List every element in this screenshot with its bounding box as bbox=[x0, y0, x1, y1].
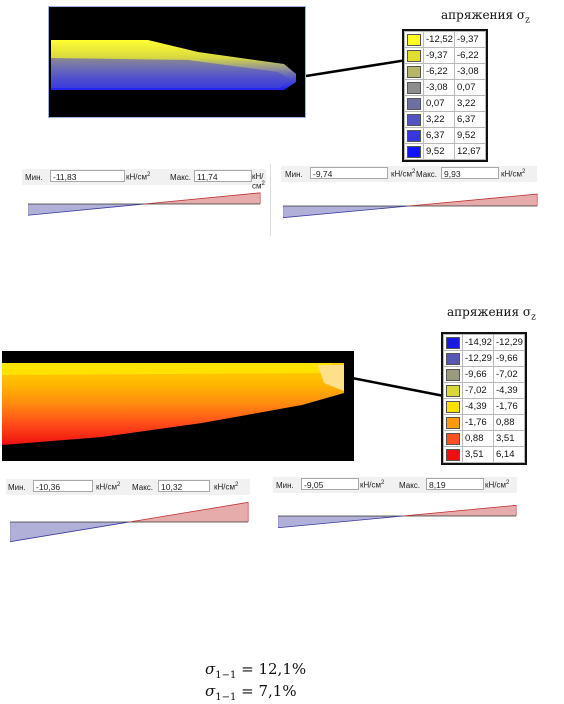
legend-row: 3,51 6,14 bbox=[443, 446, 525, 463]
color-swatch bbox=[407, 81, 421, 94]
legend-range-to: 12,67 bbox=[454, 143, 486, 160]
stress-field-image-2 bbox=[2, 351, 354, 461]
legend-row: 6,37 9,52 bbox=[404, 127, 486, 144]
range-bar-2a: Мин. -10,36 кН/см2 Макс. 10,32 кН/см2 bbox=[6, 479, 250, 495]
legend-range-from: -9,66 bbox=[462, 366, 494, 383]
legend-row: -3,08 0,07 bbox=[404, 79, 486, 96]
legend-row: -9,66 -7,02 bbox=[443, 366, 525, 383]
legend-row: -6,22 -3,08 bbox=[404, 63, 486, 80]
legend-range-to: 6,14 bbox=[493, 446, 525, 463]
legend-range-to: 6,37 bbox=[454, 111, 486, 128]
range-bar-1a: Мин. -11,83 кН/см2 Макс. 11,74 кН/см2 bbox=[22, 169, 266, 191]
legend-range-from: -12,29 bbox=[462, 350, 494, 367]
color-swatch bbox=[446, 368, 460, 381]
legend-range-to: -7,02 bbox=[493, 366, 525, 383]
color-swatch bbox=[407, 129, 421, 142]
max-value-field: 9,93 bbox=[441, 167, 499, 179]
legend-range-from: -4,39 bbox=[462, 398, 494, 415]
max-value-field: 8,19 bbox=[426, 478, 484, 490]
color-swatch bbox=[407, 145, 421, 158]
color-swatch bbox=[407, 113, 421, 126]
min-value-field: -10,36 bbox=[33, 480, 93, 492]
legend-row: -4,39 -1,76 bbox=[443, 398, 525, 415]
stress-diagram-1b bbox=[283, 193, 538, 218]
color-swatch bbox=[446, 384, 460, 397]
legend-range-from: 9,52 bbox=[423, 143, 455, 160]
max-value-field: 10,32 bbox=[158, 480, 210, 492]
diagram-outline-negative bbox=[10, 521, 130, 543]
color-swatch bbox=[446, 448, 460, 461]
divider-1 bbox=[270, 164, 271, 236]
legend-row: -7,02 -4,39 bbox=[443, 382, 525, 399]
legend-range-to: 3,51 bbox=[493, 430, 525, 447]
color-legend-2: -14,92 -12,29 -12,29 -9,66 -9,66 -7,02 -7,02 -4… bbox=[441, 332, 527, 465]
legend-title-1: апряжения σz bbox=[441, 8, 530, 26]
diagram-outline-negative bbox=[278, 515, 403, 529]
stress-diagram-2b bbox=[278, 504, 517, 529]
legend-range-from: 0,88 bbox=[462, 430, 494, 447]
legend-title-2: апряжения σz bbox=[447, 305, 536, 323]
diagram-outline-positive bbox=[402, 504, 517, 517]
legend-range-from: -7,02 bbox=[462, 382, 494, 399]
legend-row: 0,07 3,22 bbox=[404, 95, 486, 112]
legend-range-to: -9,66 bbox=[493, 350, 525, 367]
legend-row: 3,22 6,37 bbox=[404, 111, 486, 128]
color-swatch bbox=[407, 97, 421, 110]
legend-range-to: -6,22 bbox=[454, 47, 486, 64]
range-bar-1b: Мин. -9,74 кН/см2 Макс. 9,93 кН/см2 bbox=[281, 166, 537, 182]
color-swatch bbox=[446, 432, 460, 445]
legend-range-to: -1,76 bbox=[493, 398, 525, 415]
max-value-field: 11,74 bbox=[194, 170, 252, 182]
legend-range-from: -9,37 bbox=[423, 47, 455, 64]
stress-field-image-1 bbox=[48, 6, 306, 118]
formula-line-2: σ1−1 = 7,1% bbox=[205, 682, 297, 703]
legend-row: -12,29 -9,66 bbox=[443, 350, 525, 367]
legend-range-from: -3,08 bbox=[423, 79, 455, 96]
diagram-outline-positive bbox=[129, 501, 249, 523]
legend-range-to: 9,52 bbox=[454, 127, 486, 144]
legend-range-to: -4,39 bbox=[493, 382, 525, 399]
legend-range-to: 0,88 bbox=[493, 414, 525, 431]
legend-row: 9,52 12,67 bbox=[404, 143, 486, 160]
legend-range-to: -9,37 bbox=[454, 31, 486, 48]
color-legend-1: -12,52 -9,37 -9,37 -6,22 -6,22 -3,08 -3,08 0,07… bbox=[402, 29, 488, 162]
legend-range-to: 3,22 bbox=[454, 95, 486, 112]
legend-row: 0,88 3,51 bbox=[443, 430, 525, 447]
legend-range-from: 6,37 bbox=[423, 127, 455, 144]
stress-diagram-1a bbox=[28, 192, 261, 216]
legend-row: -9,37 -6,22 bbox=[404, 47, 486, 64]
legend-range-to: -12,29 bbox=[493, 334, 525, 351]
range-bar-2b: Мин. -9,05 кН/см2 Макс. 8,19 кН/см2 bbox=[273, 477, 517, 493]
legend-row: -12,52 -9,37 bbox=[404, 31, 486, 48]
legend-range-to: 0,07 bbox=[454, 79, 486, 96]
legend-range-from: 0,07 bbox=[423, 95, 455, 112]
diagram-outline-positive bbox=[144, 192, 261, 205]
min-value-field: -11,83 bbox=[50, 170, 125, 182]
color-swatch bbox=[407, 65, 421, 78]
diagram-outline-negative bbox=[28, 203, 145, 216]
color-swatch bbox=[446, 416, 460, 429]
legend-range-from: -1,76 bbox=[462, 414, 494, 431]
legend-row: -1,76 0,88 bbox=[443, 414, 525, 431]
color-swatch bbox=[446, 336, 460, 349]
callout-line-2 bbox=[351, 376, 445, 398]
color-swatch bbox=[446, 400, 460, 413]
color-swatch bbox=[407, 33, 421, 46]
stress-diagram-2a bbox=[10, 501, 249, 543]
diagram-outline-positive bbox=[408, 193, 538, 207]
min-value-field: -9,74 bbox=[310, 167, 388, 179]
legend-range-from: -12,52 bbox=[423, 31, 455, 48]
legend-range-from: -6,22 bbox=[423, 63, 455, 80]
color-swatch bbox=[407, 49, 421, 62]
color-swatch bbox=[446, 352, 460, 365]
legend-row: -14,92 -12,29 bbox=[443, 334, 525, 351]
formula-line-1: σ1−1 = 12,1% bbox=[205, 660, 307, 681]
legend-range-to: -3,08 bbox=[454, 63, 486, 80]
legend-range-from: 3,22 bbox=[423, 111, 455, 128]
legend-range-from: 3,51 bbox=[462, 446, 494, 463]
diagram-outline-negative bbox=[283, 205, 409, 218]
legend-range-from: -14,92 bbox=[462, 334, 494, 351]
min-value-field: -9,05 bbox=[301, 478, 359, 490]
